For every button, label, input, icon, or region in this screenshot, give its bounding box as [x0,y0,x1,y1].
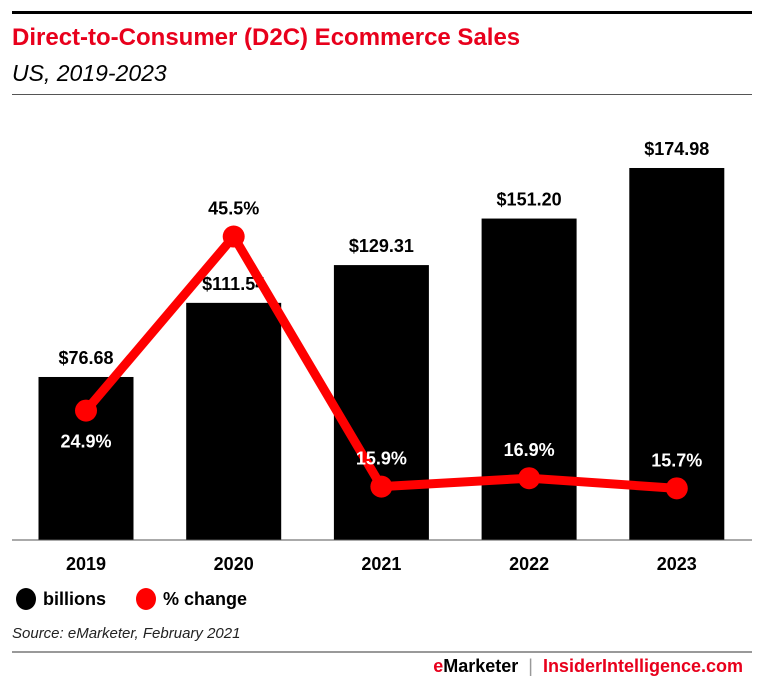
bar-label-2023: $174.98 [644,139,709,159]
change-label-2019: 24.9% [60,432,111,452]
bar-label-2021: $129.31 [349,236,414,256]
plot-area: $76.68 2019 $111.54 2020 $129.31 2021 $151.20 2… [12,139,752,574]
top-rule [12,11,752,14]
x-tick-2021: 2021 [361,554,401,574]
legend-label-billions: billions [43,588,106,609]
chart-subtitle: US, 2019-2023 [12,60,167,86]
footer: eMarketer | InsiderIntelligence.com [433,656,743,677]
brand-marketer: Marketer [443,656,519,676]
legend-label-change: % change [163,588,248,609]
bar-2022 [481,218,577,540]
change-point-2022 [518,467,541,490]
brand-e: e [433,656,444,676]
change-point-2020 [222,225,245,248]
change-label-2020: 45.5% [208,199,259,219]
bar-label-2020: $111.54 [202,274,265,294]
change-label-2023: 15.7% [651,450,702,470]
x-tick-2019: 2019 [66,554,106,574]
change-label-2021: 15.9% [356,449,407,469]
chart-title: Direct-to-Consumer (D2C) Ecommerce Sales [12,24,521,51]
bar-label-2019: $76.68 [58,348,113,368]
change-point-2019 [75,399,97,422]
footer-separator: | [528,656,533,676]
change-point-2021 [370,475,393,498]
bar-label-2022: $151.20 [497,190,562,210]
legend-swatch-change [136,588,156,610]
x-tick-2020: 2020 [214,554,254,574]
title-divider [12,94,752,95]
bar-2021 [333,265,429,540]
footer-rule [12,651,752,653]
legend: billions % change [16,588,247,610]
source-note: Source: eMarketer, February 2021 [12,625,241,642]
legend-swatch-billions [16,588,36,610]
change-point-2023 [665,477,688,500]
x-tick-2022: 2022 [509,554,549,574]
bar-2020 [186,302,282,540]
change-label-2022: 16.9% [504,440,555,460]
footer-site-link[interactable]: InsiderIntelligence.com [542,656,743,676]
x-tick-2023: 2023 [657,554,697,574]
